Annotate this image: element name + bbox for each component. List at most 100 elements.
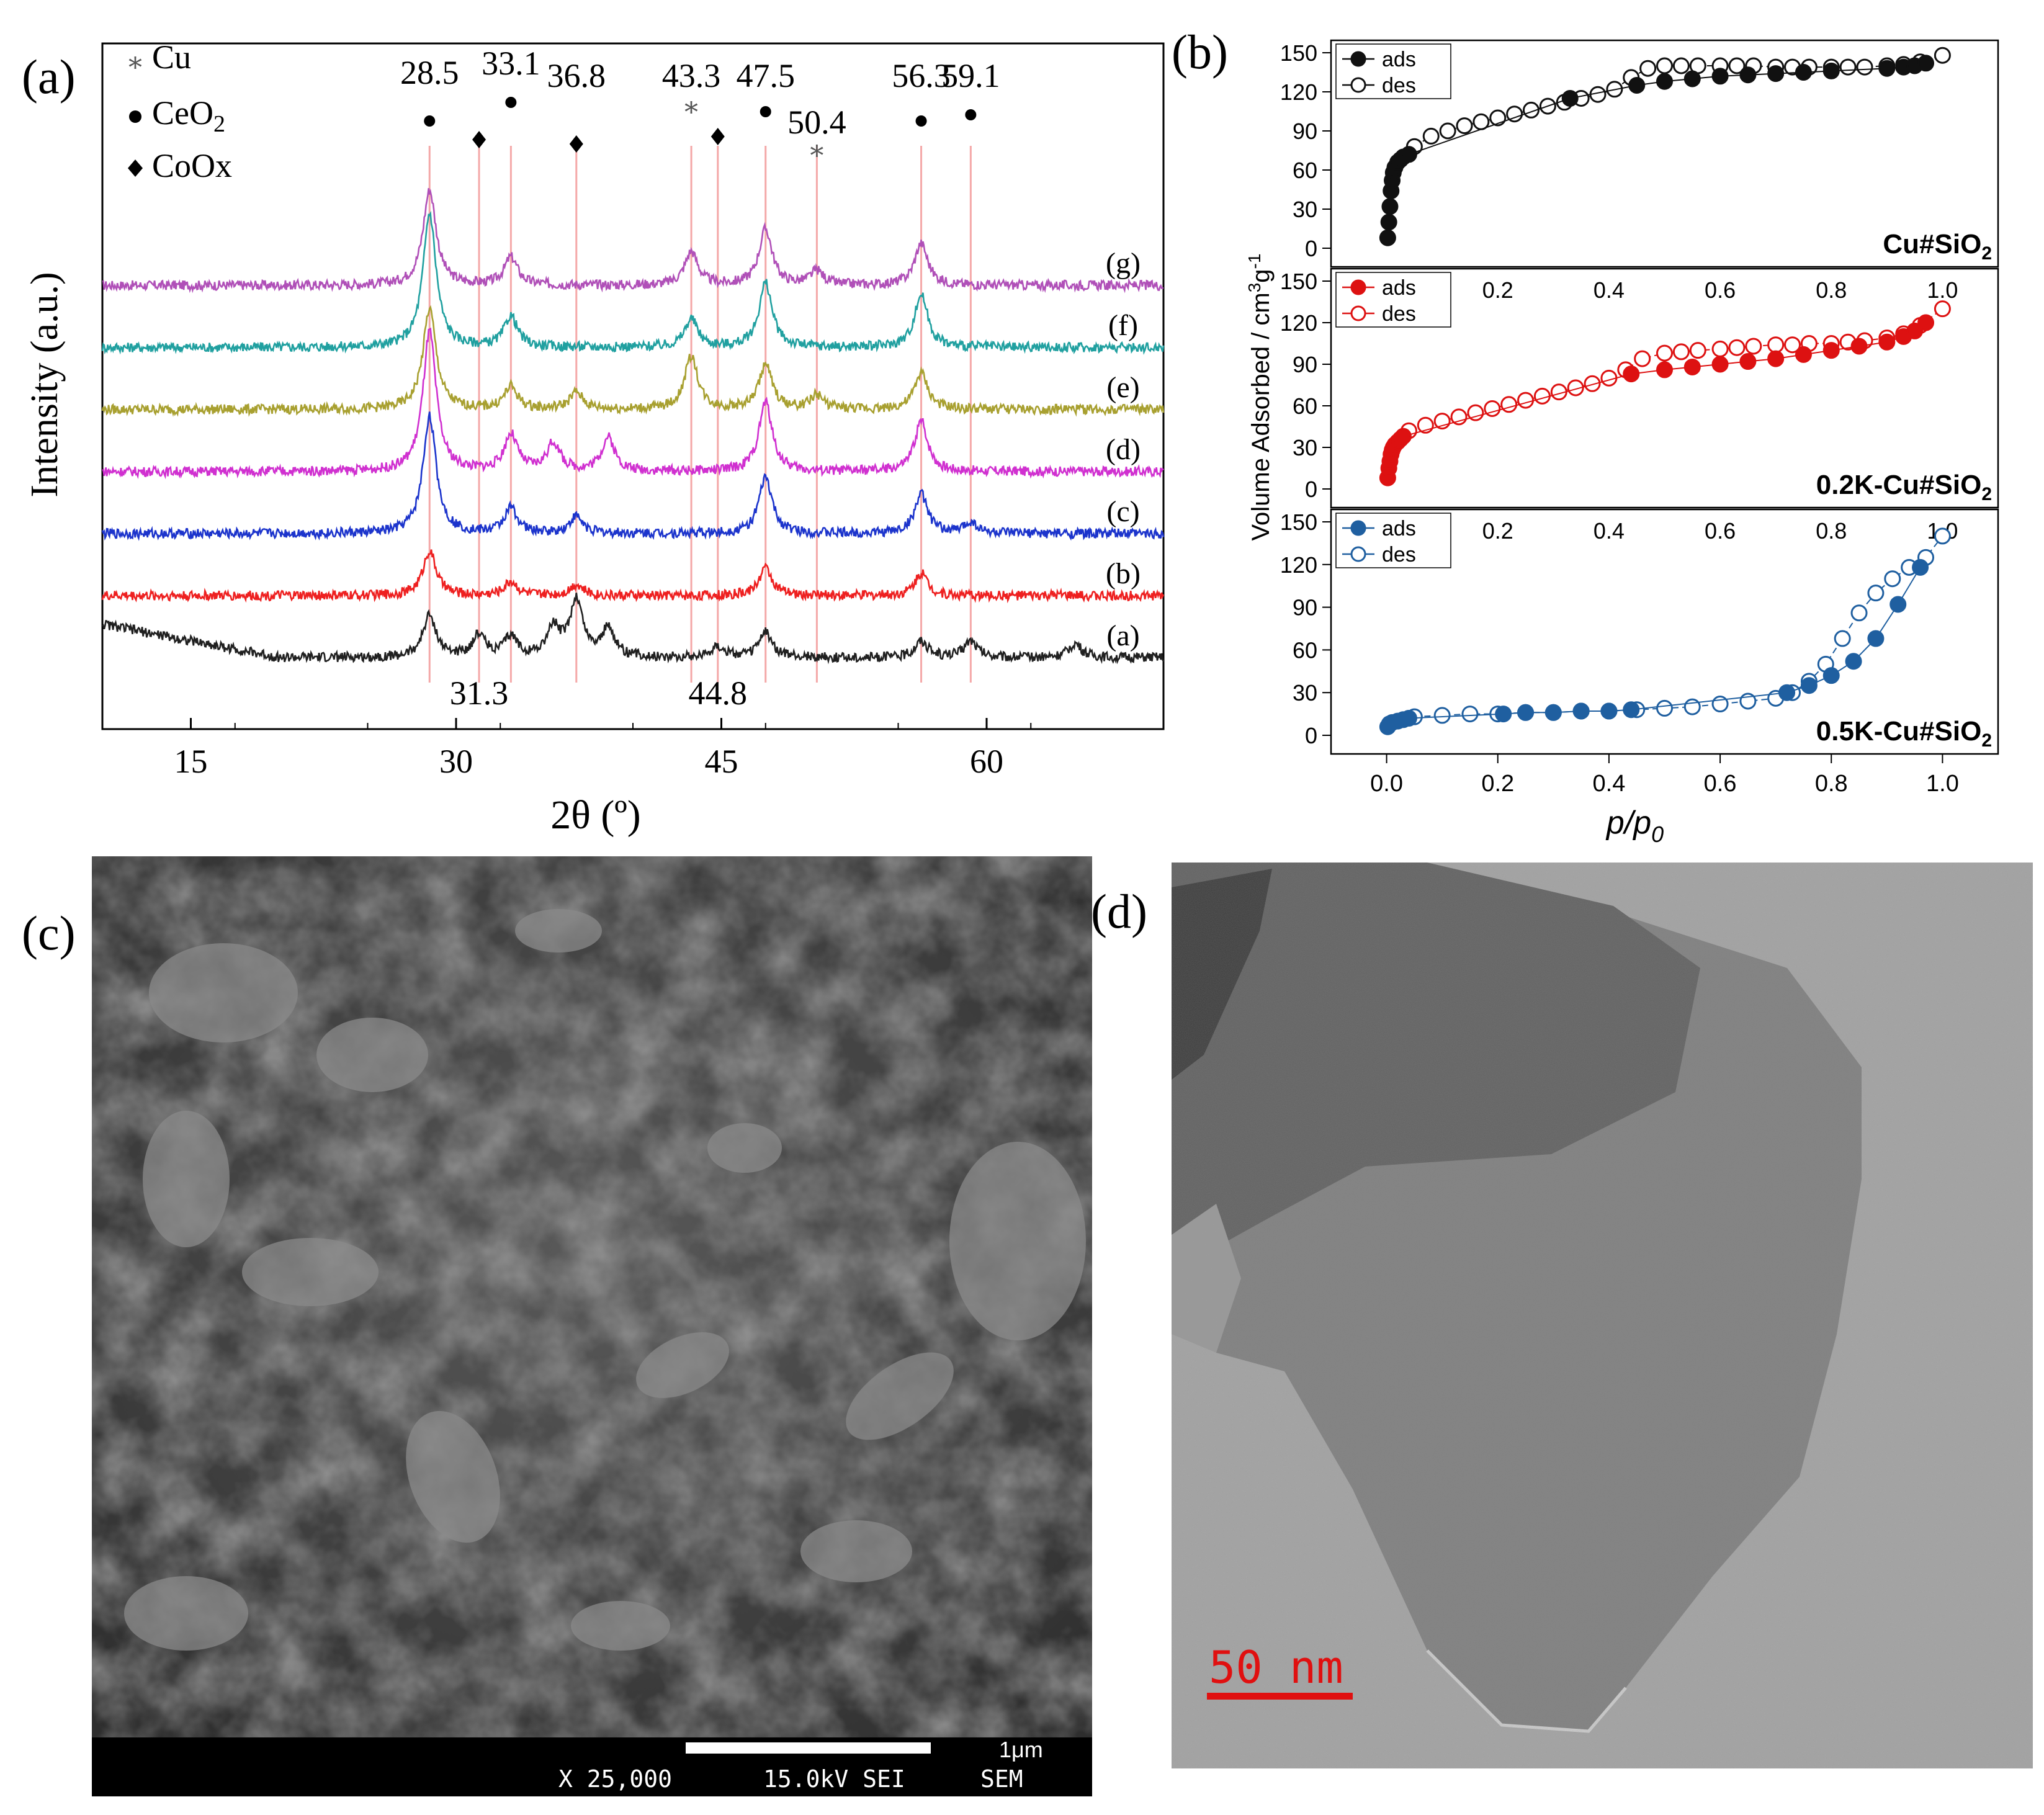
isotherm-y-tick-label: 90 — [1293, 352, 1317, 377]
isotherm-y-tick-label: 0 — [1305, 477, 1317, 502]
isotherm-ads-point — [1561, 90, 1579, 107]
isotherm-ads-point — [1600, 702, 1618, 720]
isotherm-x-tick-label: 0.2 — [1481, 771, 1514, 797]
xrd-peak-label: 28.5 — [400, 54, 459, 91]
isotherm-des-point — [1656, 344, 1673, 362]
isotherm-ads-line — [1387, 62, 1926, 238]
isotherm-ads-point — [1400, 146, 1417, 163]
isotherm-ads-point — [1683, 70, 1701, 87]
xrd-series-label: (c) — [1106, 495, 1139, 528]
isotherm-des-point — [1839, 58, 1857, 76]
isotherm-ads-point — [1623, 365, 1640, 383]
cu-star-icon: * — [128, 52, 142, 84]
isotherm-inner-x-label: 0.6 — [1705, 277, 1736, 303]
xrd-series-group — [101, 188, 1165, 665]
isotherm-ads-point — [1822, 62, 1840, 79]
sem-micrograph: 1μm X 25,000 15.0kV SEI SEM — [92, 856, 1092, 1796]
isotherm-des-point — [1439, 122, 1456, 140]
isotherm-ads-point — [1917, 314, 1935, 331]
isotherm-ads-point — [1822, 342, 1840, 359]
xrd-reference-lines — [428, 146, 972, 683]
tem-scale-bar — [1207, 1693, 1353, 1700]
sem-mode: SEM — [980, 1765, 1023, 1793]
isotherm-y-tick-label: 30 — [1293, 435, 1317, 460]
isotherm-subplot: 0 30 60 90 120 150 0.2 0.4 0.6 0.8 1.0 ads des Cu#SiO… — [1280, 39, 1999, 303]
sem-voltage: 15.0kV SEI — [763, 1765, 905, 1793]
tem-micrograph: 50 nm — [1172, 863, 2033, 1768]
isotherm-des-point — [1422, 127, 1440, 145]
xrd-series-c — [101, 411, 1165, 541]
xrd-peak-label-bottom: 44.8 — [689, 674, 748, 712]
isotherm-ads-point — [1517, 704, 1535, 721]
xrd-series-a — [102, 593, 1165, 665]
isotherm-des-line — [1414, 536, 1943, 718]
xrd-x-tick-label: 30 — [439, 743, 473, 780]
isotherm-ads-point — [1394, 428, 1412, 445]
isotherm-ads-point — [1906, 322, 1924, 339]
xrd-x-tick-label: 15 — [174, 743, 208, 780]
isotherm-inner-x-label: 0.8 — [1816, 277, 1847, 303]
xrd-series-e — [101, 305, 1165, 417]
coox-diamond-icon — [128, 159, 143, 177]
isotherm-ads-point — [1711, 68, 1729, 85]
xrd-x-axis-label: 2θ (º) — [550, 792, 641, 838]
isotherm-inner-x-label: 0.4 — [1594, 518, 1625, 544]
isotherm-des-point — [1567, 379, 1584, 397]
xrd-series-d — [102, 327, 1164, 480]
isotherm-ads-point — [1683, 358, 1701, 375]
isotherm-legend-label: des — [1382, 74, 1416, 97]
xrd-legend-label: CoOx — [152, 147, 232, 184]
isotherm-legend-label: des — [1382, 302, 1416, 326]
isotherm-subplot: 03060901201500.20.40.60.81.0adsdes0.2K-C… — [1280, 267, 1999, 544]
isotherm-ads-point — [1656, 361, 1673, 379]
coox-diamond-icon — [569, 135, 583, 153]
isotherm-sample-label: Cu#SiO2 — [1883, 229, 1992, 264]
isotherm-y-tick-label: 150 — [1280, 269, 1317, 294]
isotherm-y-tick-label: 30 — [1293, 680, 1317, 706]
isotherm-ads-point — [1767, 350, 1785, 367]
isotherm-des-point — [1689, 342, 1706, 359]
isotherm-des-point — [1500, 396, 1518, 413]
isotherm-ads-point — [1878, 333, 1896, 351]
isotherm-x-tick-label: 0.6 — [1704, 771, 1737, 797]
isotherm-y-axis-label: Volume Adsorbed / cm3g-1 — [1245, 254, 1275, 541]
isotherm-des-point — [1784, 336, 1801, 354]
isotherm-y-tick-label: 60 — [1293, 637, 1317, 663]
isotherm-x-axis-label: p/p0 — [1605, 805, 1664, 847]
ceo2-dot-icon — [129, 110, 141, 123]
tem-scale-label: 50 nm — [1209, 1641, 1343, 1693]
isotherm-ads-point — [1889, 596, 1907, 613]
panel-label-c: (c) — [22, 906, 76, 960]
isotherm-legend-marker — [1350, 520, 1366, 536]
cu-star-icon: * — [810, 140, 823, 172]
isotherm-ads-point — [1495, 706, 1512, 723]
xrd-peak-label: 56.3 — [892, 57, 951, 94]
isotherm-ads-point — [1800, 677, 1818, 694]
coox-diamond-icon — [472, 131, 486, 148]
isotherm-subplot-frame — [1330, 267, 1999, 509]
ceo2-dot-icon — [760, 106, 771, 117]
isotherm-y-tick-label: 60 — [1293, 158, 1317, 183]
isotherm-ads-point — [1379, 229, 1396, 246]
isotherm-des-point — [1672, 343, 1690, 361]
xrd-peak-label: 50.4 — [787, 104, 846, 141]
isotherm-ads-line — [1387, 567, 1921, 727]
isotherm-des-point — [1461, 706, 1479, 723]
isotherm-des-point — [1834, 630, 1851, 647]
isotherm-inner-x-label: 0.6 — [1705, 518, 1736, 544]
isotherm-x-tick-label: 0.0 — [1370, 771, 1403, 797]
isotherm-des-point — [1467, 404, 1484, 421]
isotherm-ads-point — [1380, 213, 1397, 231]
xrd-series-g — [102, 188, 1164, 294]
xrd-peak-label-bottom: 31.3 — [450, 674, 509, 712]
isotherm-des-point — [1584, 375, 1601, 392]
xrd-legend-label: CeO2 — [152, 94, 225, 137]
isotherm-legend-label: des — [1382, 543, 1416, 567]
isotherm-x-tick-label: 0.4 — [1593, 771, 1626, 797]
isotherm-ads-point — [1739, 353, 1757, 370]
ceo2-dot-icon — [424, 115, 436, 127]
xrd-series-label: (d) — [1106, 433, 1141, 466]
isotherm-des-point — [1672, 57, 1690, 74]
sem-scale-label: 1μm — [999, 1737, 1043, 1762]
